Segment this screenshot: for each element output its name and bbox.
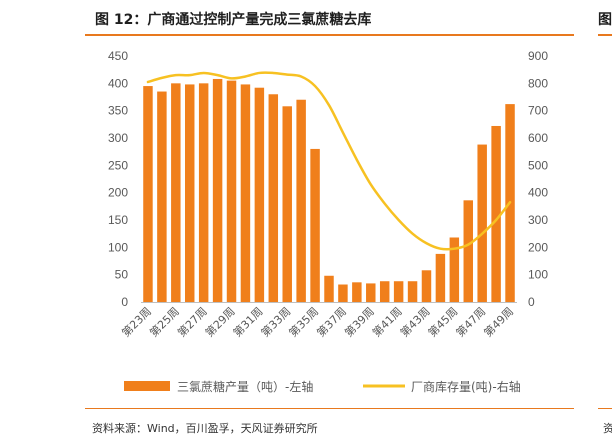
x-axis-tick-label: 第35周 [286, 304, 321, 339]
production-bar [435, 253, 446, 302]
x-axis-tick-label: 第27周 [174, 304, 209, 339]
left-axis-tick-label: 350 [108, 104, 128, 118]
chart-title-bar: 图 12：广商通过控制产量完成三氯蔗糖去库 [85, 0, 574, 36]
left-axis-tick-label: 250 [108, 158, 128, 172]
production-bar [421, 270, 432, 302]
production-bar [379, 281, 390, 302]
production-bar [226, 80, 237, 302]
legend-bar-swatch [124, 381, 170, 391]
production-bar [240, 84, 251, 302]
legend-line-label: 厂商库存量(吨)-右轴 [411, 379, 521, 394]
production-bar [463, 200, 473, 302]
production-bar [366, 283, 376, 302]
right-axis-tick-label: 800 [528, 76, 548, 90]
production-bar [296, 99, 306, 302]
production-bar [268, 94, 279, 303]
production-bar [449, 237, 460, 302]
left-axis-tick-label: 300 [108, 131, 128, 145]
production-bar [338, 284, 348, 302]
production-bar [198, 83, 209, 302]
adjacent-title-divider [598, 34, 612, 36]
adjacent-source-fragment: 资 [603, 422, 612, 435]
right-axis-tick-label: 100 [528, 268, 548, 282]
right-axis-tick-label: 400 [528, 186, 548, 200]
right-axis-tick-label: 0 [528, 295, 535, 309]
x-axis-tick-label: 第39周 [342, 304, 377, 339]
production-bar [491, 125, 501, 303]
right-axis-tick-label: 700 [528, 104, 548, 118]
production-bar [185, 84, 195, 302]
x-axis-tick-label: 第41周 [369, 304, 404, 339]
figure-title: 图 12：广商通过控制产量完成三氯蔗糖去库 [95, 12, 372, 28]
production-bar [477, 144, 487, 302]
production-bar [254, 87, 265, 302]
adjacent-figure-title-fragment: 图 [598, 12, 612, 28]
source-divider [85, 408, 574, 409]
left-axis-tick-label: 50 [115, 268, 129, 282]
x-axis-tick-label: 第25周 [147, 304, 182, 339]
left-axis-tick-label: 150 [108, 213, 128, 227]
right-axis-tick-label: 900 [528, 49, 548, 63]
left-axis-tick-label: 200 [108, 186, 128, 200]
right-axis-tick-label: 200 [528, 240, 548, 254]
adjacent-source-divider [598, 408, 612, 409]
production-bar [282, 106, 292, 302]
x-axis-tick-label: 第33周 [258, 304, 293, 339]
production-bar [324, 275, 334, 302]
x-axis-tick-label: 第45周 [425, 304, 460, 339]
production-bar [212, 78, 223, 303]
x-axis-tick-label: 第23周 [119, 304, 154, 339]
right-axis-tick-label: 600 [528, 131, 548, 145]
x-axis-tick-label: 第49周 [481, 304, 516, 339]
x-axis-tick-label: 第37周 [314, 304, 349, 339]
source-note: 资料来源：Wind，百川盈孚，天风证券研究所 [92, 422, 318, 435]
legend-bar-label: 三氯蔗糖产量（吨）-左轴 [177, 379, 313, 394]
x-axis-tick-label: 第31周 [230, 304, 265, 339]
x-axis-tick-label: 第47周 [453, 304, 488, 339]
right-axis-tick-label: 500 [528, 158, 548, 172]
production-bar [310, 148, 320, 302]
production-bar [157, 91, 167, 303]
production-bar [352, 282, 362, 302]
inventory-line [146, 71, 512, 251]
production-bar [393, 281, 404, 302]
left-axis-tick-label: 100 [108, 240, 128, 254]
left-axis-tick-label: 0 [121, 295, 128, 309]
production-bar [407, 281, 418, 302]
x-axis-tick-label: 第43周 [397, 304, 432, 339]
left-axis-tick-label: 400 [108, 76, 128, 90]
left-axis-tick-label: 450 [108, 49, 128, 63]
production-bar [143, 86, 153, 302]
production-bar [171, 83, 181, 302]
x-axis-tick-label: 第29周 [202, 304, 237, 339]
right-axis-tick-label: 300 [528, 213, 548, 227]
